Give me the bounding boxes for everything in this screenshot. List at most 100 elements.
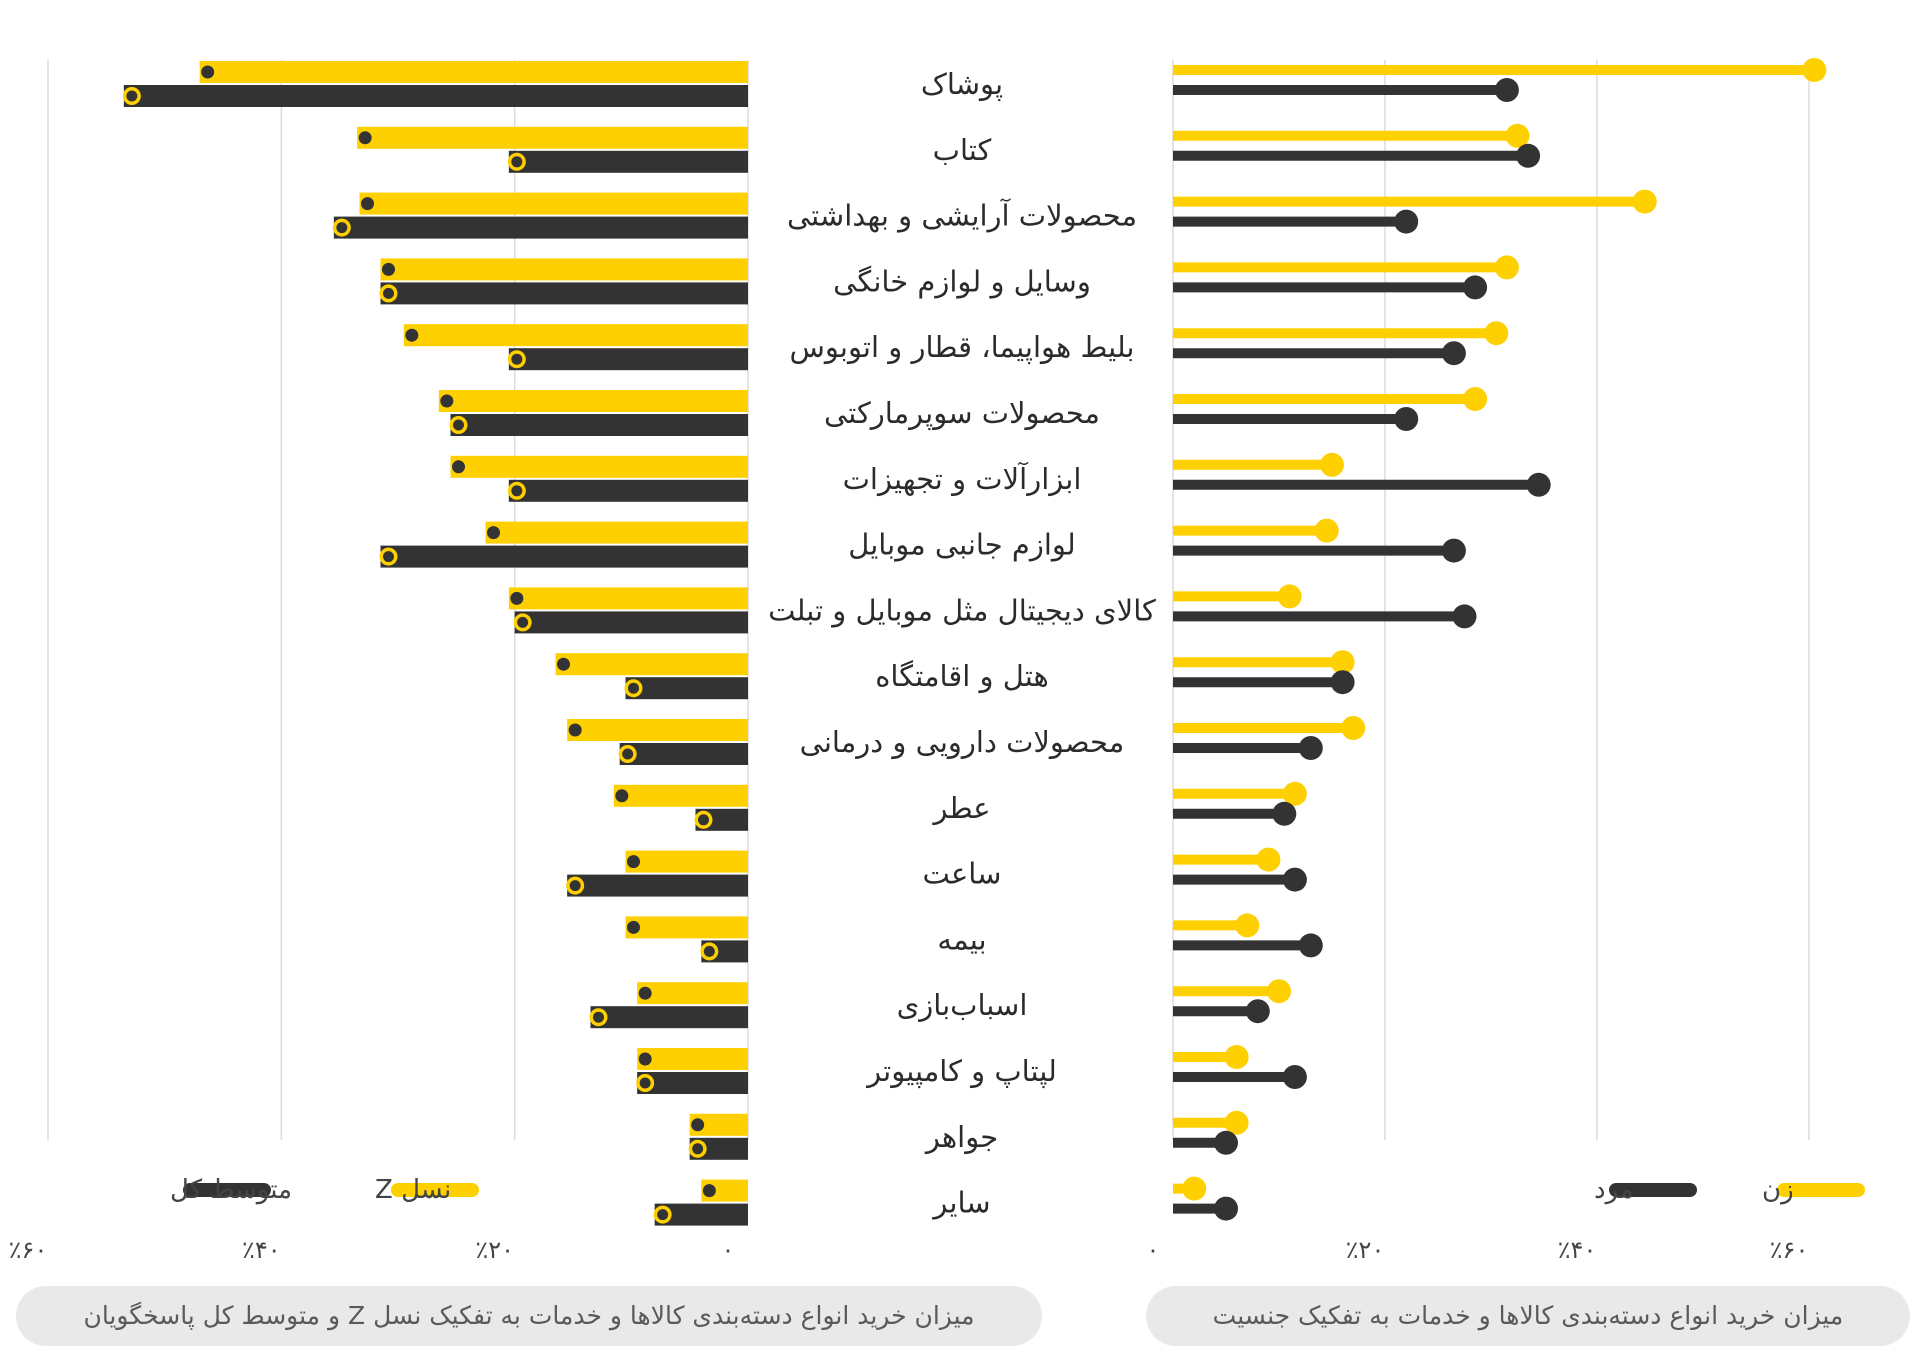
- right-x-tick-label: ٪۴۰: [1558, 1236, 1597, 1264]
- male-lollipop-dot: [1214, 1196, 1238, 1221]
- male-lollipop-dot: [1463, 275, 1488, 300]
- female-lollipop-dot: [1330, 650, 1355, 675]
- legends: نسل Z متوسط کل زن مرد: [170, 1175, 1865, 1205]
- genz-bar: [701, 1179, 748, 1202]
- category-label: ساعت: [923, 857, 1002, 891]
- average-bar-end-dot: [453, 419, 464, 431]
- male-lollipop-dot: [1330, 670, 1355, 695]
- genz-bar-end-dot: [510, 591, 524, 605]
- genz-bar: [613, 784, 748, 807]
- category-label: اسباب‌بازی: [897, 988, 1028, 1022]
- category-label: پوشاک: [921, 67, 1003, 102]
- average-bar: [637, 1072, 748, 1094]
- male-lollipop-dot: [1214, 1130, 1238, 1155]
- category-label: بیمه: [937, 922, 986, 956]
- male-lollipop-dot: [1282, 1065, 1307, 1089]
- male-lollipop-dot: [1516, 143, 1541, 168]
- category-label: عطر: [931, 791, 990, 825]
- right-chart-lollipops: [1173, 58, 1827, 1221]
- average-bar-end-dot: [383, 287, 394, 299]
- category-label: ابزارآلات و تجهیزات: [843, 461, 1082, 496]
- female-lollipop-dot: [1320, 452, 1344, 477]
- genz-bar: [689, 1113, 748, 1136]
- genz-bar-end-dot: [702, 1184, 716, 1198]
- average-bar-end-dot: [657, 1209, 669, 1221]
- genz-bar: [403, 324, 748, 347]
- average-bar-end-dot: [639, 1077, 651, 1089]
- genz-bar-end-dot: [568, 723, 582, 737]
- genz-bar: [508, 587, 748, 610]
- left-chart-title: میزان خرید انواع دسته‌بندی کالاها و خدما…: [16, 1286, 1042, 1346]
- genz-bar: [485, 521, 748, 544]
- axis-tick-labels: ۰ ۰ ٪۲۰ ٪۲۰ ٪۴۰ ٪۴۰ ٪۶۰ ٪۶۰: [9, 1236, 1809, 1264]
- average-bar-end-dot: [517, 616, 529, 628]
- average-bar: [590, 1006, 748, 1029]
- genz-bar-end-dot: [638, 986, 652, 1000]
- male-lollipop-dot: [1394, 209, 1419, 234]
- average-bar-end-dot: [126, 90, 138, 102]
- genz-bar-end-dot: [691, 1118, 705, 1132]
- genz-bar: [555, 653, 748, 676]
- genz-bar-end-dot: [638, 1052, 652, 1066]
- genz-bar-end-dot: [382, 262, 395, 276]
- genz-bar-end-dot: [615, 789, 629, 803]
- genz-bar-end-dot: [358, 131, 372, 145]
- female-lollipop-dot: [1463, 387, 1488, 411]
- legend-average-label: متوسط کل: [170, 1175, 292, 1205]
- female-lollipop-dot: [1282, 781, 1307, 806]
- female-lollipop-dot: [1341, 716, 1366, 740]
- female-lollipop-dot: [1256, 847, 1281, 872]
- right-x-tick-label: ٪۶۰: [1770, 1236, 1809, 1264]
- genz-bar-end-dot: [557, 657, 570, 671]
- right-x-tick-label: ٪۲۰: [1346, 1236, 1385, 1264]
- average-bar-end-dot: [511, 353, 523, 365]
- average-bar: [654, 1203, 748, 1226]
- legend-genz-label: نسل Z: [375, 1175, 451, 1205]
- average-bar: [380, 545, 748, 568]
- female-lollipop-dot: [1182, 1176, 1207, 1201]
- average-bar: [508, 150, 748, 173]
- left-chart-bars: [122, 61, 749, 1226]
- male-lollipop-dot: [1441, 341, 1466, 366]
- average-bar-end-dot: [511, 485, 523, 497]
- average-bar: [508, 479, 748, 502]
- left-x-tick-label: ٪۶۰: [9, 1236, 48, 1264]
- genz-bar: [637, 1048, 748, 1070]
- genz-bar: [199, 61, 748, 83]
- female-lollipop-dot: [1632, 189, 1657, 214]
- average-bar: [380, 282, 748, 305]
- category-labels: پوشاک کتاب محصولات آرایشی و بهداشتی وسایل و…: [768, 67, 1156, 1220]
- average-bar-end-dot: [698, 814, 709, 826]
- category-label: محصولات دارویی و درمانی: [800, 725, 1125, 759]
- genz-bar-end-dot: [627, 855, 640, 869]
- genz-bar: [359, 192, 748, 215]
- category-label: محصولات سوپرمارکتی: [824, 396, 1100, 431]
- category-label: محصولات آرایشی و بهداشتی: [787, 198, 1137, 233]
- male-lollipop-dot: [1394, 407, 1419, 431]
- average-bar: [333, 216, 748, 239]
- average-bar: [567, 874, 748, 897]
- average-bar-end-dot: [593, 1011, 604, 1023]
- average-bar-end-dot: [569, 880, 581, 892]
- average-bar: [514, 611, 748, 634]
- genz-bar: [380, 258, 748, 281]
- category-label: لوازم جانبی موبایل: [848, 528, 1075, 562]
- genz-bar: [438, 390, 748, 412]
- female-lollipop-dot: [1484, 321, 1509, 346]
- average-bar: [625, 677, 748, 700]
- category-label: هتل و اقامتگاه: [875, 659, 1049, 693]
- average-bar-end-dot: [336, 222, 348, 234]
- female-lollipop-dot: [1267, 979, 1291, 1004]
- genz-bar-end-dot: [452, 460, 465, 474]
- genz-bar-end-dot: [405, 328, 419, 342]
- category-label: لپتاپ و کامپیوتر: [865, 1054, 1057, 1089]
- average-bar-end-dot: [628, 682, 639, 694]
- category-label: بلیط هواپیما، قطار و اتوبوس: [790, 330, 1135, 365]
- female-lollipop-dot: [1235, 913, 1260, 938]
- female-lollipop-dot: [1224, 1110, 1249, 1135]
- average-bar: [123, 85, 749, 107]
- genz-bar: [357, 126, 748, 149]
- average-bar-end-dot: [692, 1143, 704, 1155]
- average-bar-end-dot: [703, 945, 715, 957]
